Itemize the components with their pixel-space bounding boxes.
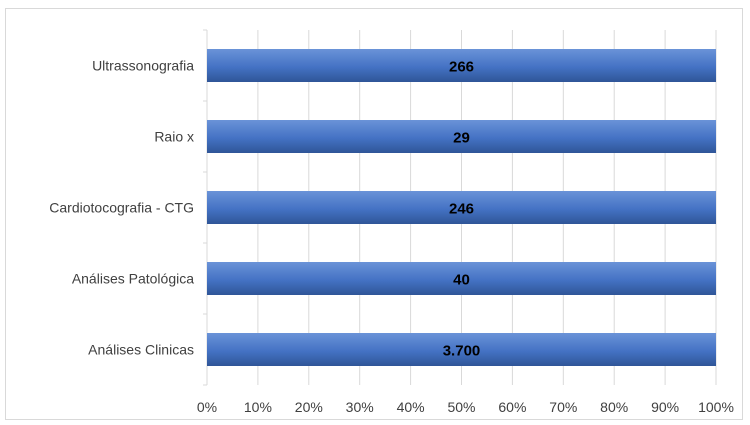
- x-tick-label: 60%: [498, 399, 526, 415]
- x-tick-label: 10%: [244, 399, 272, 415]
- bar: [207, 191, 716, 224]
- x-tick-label: 50%: [447, 399, 475, 415]
- x-tick-label: 20%: [295, 399, 323, 415]
- data-label: 29: [453, 130, 470, 147]
- data-label: 40: [453, 272, 470, 289]
- bar: [207, 262, 716, 295]
- category-axis: [203, 29, 208, 386]
- category-label: Análises Clinicas: [88, 342, 194, 358]
- category-label: Ultrassonografia: [92, 58, 194, 74]
- data-label: 3.700: [443, 343, 481, 360]
- category-label: Análises Patológica: [72, 271, 194, 287]
- bar: [207, 49, 716, 82]
- category-label: Cardiotocografia - CTG: [49, 200, 194, 216]
- data-label: 246: [449, 201, 474, 218]
- bar: [207, 333, 716, 366]
- data-label: 266: [449, 59, 474, 76]
- x-tick-label: 100%: [698, 399, 734, 415]
- bars: [207, 49, 716, 366]
- x-tick-label: 90%: [651, 399, 679, 415]
- x-tick-label: 40%: [397, 399, 425, 415]
- category-label: Raio x: [154, 129, 194, 145]
- x-tick-label: 80%: [600, 399, 628, 415]
- x-tick-label: 70%: [549, 399, 577, 415]
- x-tick-label: 30%: [346, 399, 374, 415]
- labels: 0% 10% 20% 30% 40% 50% 60% 70% 80% 90% 100% Ultrass…: [49, 58, 734, 416]
- x-tick-label: 0%: [197, 399, 217, 415]
- bar: [207, 120, 716, 153]
